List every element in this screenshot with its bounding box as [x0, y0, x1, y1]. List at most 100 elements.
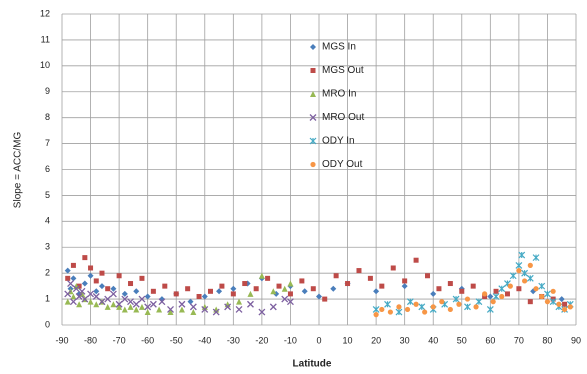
legend-label: MRO Out: [322, 112, 364, 123]
point: [253, 286, 259, 292]
point: [422, 309, 428, 315]
point: [498, 285, 506, 293]
point: [556, 301, 562, 307]
x-tick-label: 60: [485, 335, 495, 345]
point: [406, 298, 414, 306]
x-tick-label: -30: [227, 335, 240, 345]
point: [425, 273, 431, 279]
point: [127, 303, 134, 310]
point: [316, 293, 322, 300]
x-tick-label: 40: [428, 335, 438, 345]
legend-label: MGS Out: [322, 65, 364, 76]
point: [544, 299, 551, 305]
point: [487, 293, 494, 300]
point: [402, 278, 408, 284]
point: [390, 265, 396, 271]
point: [98, 283, 105, 290]
point: [464, 303, 471, 311]
point: [470, 283, 476, 289]
point: [345, 281, 351, 287]
point: [150, 288, 156, 294]
point: [447, 281, 453, 287]
x-tick-label: 90: [571, 335, 581, 345]
point: [70, 275, 77, 282]
point: [128, 281, 134, 287]
point: [110, 301, 117, 308]
point: [76, 301, 83, 308]
point: [387, 309, 393, 315]
point: [301, 288, 308, 295]
point: [464, 296, 471, 302]
point: [230, 291, 236, 297]
x-tick-label: -50: [170, 335, 183, 345]
point: [475, 298, 483, 306]
point: [230, 285, 237, 292]
point: [518, 251, 526, 259]
point: [436, 286, 442, 292]
point: [265, 275, 271, 281]
point: [509, 272, 517, 280]
point: [185, 286, 191, 292]
point: [269, 303, 277, 311]
point: [538, 282, 546, 290]
point: [87, 298, 94, 305]
point: [72, 285, 80, 293]
y-tick-label: 9: [45, 86, 50, 96]
point: [93, 288, 100, 295]
point: [287, 291, 293, 297]
legend-marker: [310, 44, 316, 50]
point: [92, 293, 100, 300]
point: [404, 306, 411, 313]
x-tick-label: -80: [84, 335, 97, 345]
point: [562, 301, 568, 307]
point: [544, 290, 551, 298]
point: [105, 286, 111, 292]
point: [144, 293, 151, 300]
point: [116, 303, 123, 310]
x-tick-label: 50: [457, 335, 467, 345]
point: [132, 300, 140, 308]
point: [201, 293, 208, 300]
legend-label: MGS In: [322, 42, 356, 53]
x-tick-label: 20: [371, 335, 381, 345]
point: [121, 306, 128, 313]
point: [167, 309, 174, 316]
point: [522, 278, 528, 284]
point: [196, 293, 202, 299]
point: [333, 273, 339, 279]
point: [258, 308, 266, 316]
x-tick-label: 10: [343, 335, 353, 345]
y-tick-label: 4: [45, 216, 50, 226]
x-tick-label: -10: [284, 335, 297, 345]
point: [452, 295, 460, 303]
point: [258, 272, 265, 279]
point: [133, 306, 140, 313]
point: [516, 286, 522, 292]
point: [567, 304, 573, 310]
point: [235, 305, 243, 313]
point: [439, 299, 445, 305]
point: [270, 288, 277, 295]
y-tick-label: 8: [45, 112, 50, 122]
legend-label: ODY In: [322, 136, 355, 147]
point: [67, 280, 75, 287]
y-tick-label: 3: [45, 242, 50, 252]
legend-label: ODY Out: [322, 159, 363, 170]
x-tick-label: 30: [400, 335, 410, 345]
point: [64, 267, 71, 274]
point: [379, 306, 385, 313]
point: [178, 306, 185, 313]
point: [242, 281, 248, 287]
point: [70, 262, 76, 268]
point: [216, 288, 223, 295]
y-tick-label: 11: [41, 34, 50, 44]
point: [486, 306, 494, 313]
point: [504, 291, 510, 297]
point: [81, 295, 89, 303]
point: [224, 303, 232, 311]
point: [482, 291, 488, 297]
point: [281, 285, 288, 292]
point: [533, 286, 539, 292]
point: [490, 299, 496, 305]
point: [330, 285, 337, 292]
